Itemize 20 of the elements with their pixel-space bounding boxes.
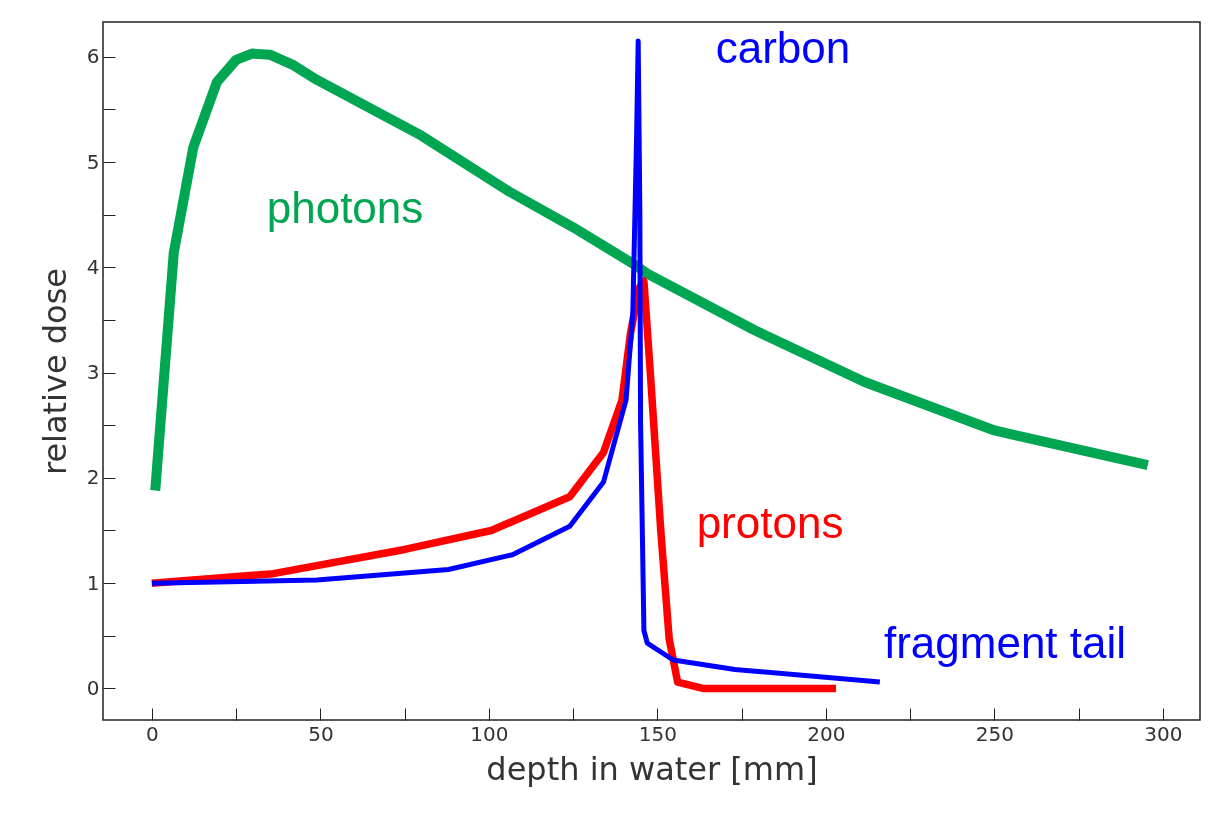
x-tick-label: 300	[1144, 721, 1183, 746]
x-tick-label: 50	[308, 721, 334, 746]
y-tick-label: 1	[86, 570, 100, 595]
y-tick-label: 4	[86, 254, 100, 279]
y-axis-title: relative dose	[35, 267, 74, 476]
y-tick-label: 6	[86, 44, 100, 69]
x-tick-label: 150	[638, 721, 677, 746]
x-tick-label: 100	[470, 721, 509, 746]
x-axis-title: depth in water [mm]	[486, 749, 818, 788]
y-tick-label: 5	[86, 149, 100, 174]
y-tick-label: 3	[86, 360, 100, 385]
series-label: carbon	[715, 23, 851, 72]
y-tick-label: 0	[86, 675, 100, 700]
annotation: fragment tail	[883, 618, 1127, 667]
x-tick-label: 250	[975, 721, 1015, 746]
y-tick-label: 2	[86, 465, 100, 490]
series-label: photons	[266, 183, 424, 232]
x-tick-label: 200	[807, 721, 846, 746]
x-tick-label: 0	[146, 721, 159, 746]
series-label: protons	[696, 498, 844, 547]
